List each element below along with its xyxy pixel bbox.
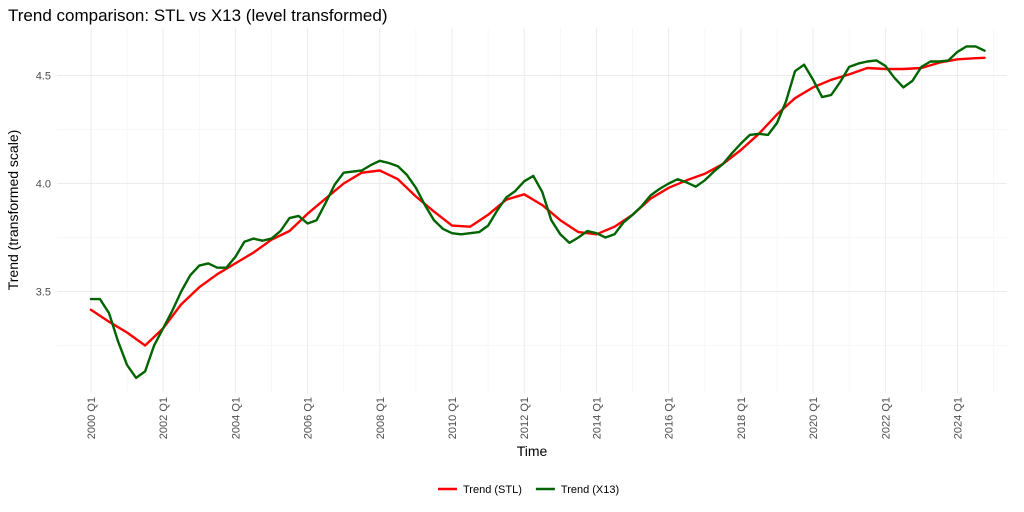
- x-tick-label: 2016 Q1: [664, 397, 676, 439]
- x-tick-label: 2008 Q1: [375, 397, 387, 439]
- y-tick-label: 4.0: [36, 179, 51, 191]
- plot-series: [89, 45, 986, 380]
- y-axis-ticks: 3.5 4.0 4.5: [36, 71, 51, 299]
- x-tick-label: 2024 Q1: [953, 397, 965, 439]
- x-tick-label: 2002 Q1: [158, 397, 170, 439]
- chart-title: Trend comparison: STL vs X13 (level tran…: [8, 6, 388, 25]
- y-tick-label: 3.5: [36, 286, 51, 298]
- legend-label-stl: Trend (STL): [463, 484, 522, 496]
- x-tick-label: 2006 Q1: [303, 397, 315, 439]
- y-axis-title: Trend (transformed scale): [5, 130, 21, 291]
- y-tick-label: 4.5: [36, 71, 51, 83]
- x-tick-label: 2020 Q1: [808, 397, 820, 439]
- series-line-stl: [89, 56, 986, 347]
- x-tick-label: 2018 Q1: [736, 397, 748, 439]
- x-axis-ticks: 2000 Q1 2002 Q1 2004 Q1 2006 Q1 2008 Q1 2010 …: [86, 397, 965, 439]
- x-tick-label: 2004 Q1: [230, 397, 242, 439]
- x-axis-title: Time: [517, 443, 548, 459]
- x-tick-label: 2012 Q1: [519, 397, 531, 439]
- x-tick-label: 2000 Q1: [86, 397, 98, 439]
- gridlines: [57, 28, 1007, 393]
- legend: Trend (STL) Trend (X13): [438, 484, 619, 496]
- x-tick-label: 2014 Q1: [591, 397, 603, 439]
- x-tick-label: 2010 Q1: [447, 397, 459, 439]
- series-line-x13: [89, 45, 986, 380]
- legend-label-x13: Trend (X13): [561, 484, 619, 496]
- x-tick-label: 2022 Q1: [880, 397, 892, 439]
